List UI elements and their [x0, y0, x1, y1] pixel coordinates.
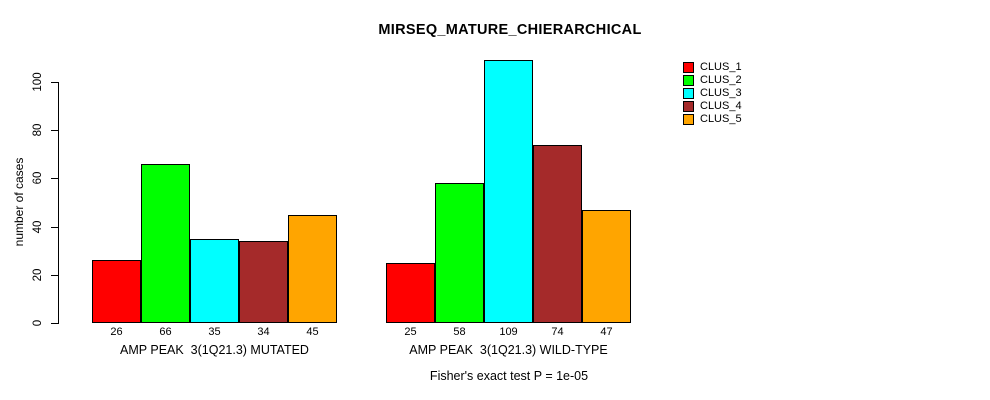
legend-swatch: [683, 88, 694, 99]
y-tick: [51, 178, 58, 179]
legend-label: CLUS_1: [700, 61, 742, 73]
group-label: AMP PEAK 3(1Q21.3) WILD-TYPE: [409, 343, 608, 357]
legend: CLUS_1 CLUS_2 CLUS_3 CLUS_4 CLUS_5: [683, 61, 742, 126]
legend-label: CLUS_5: [700, 113, 742, 125]
bar: [386, 263, 435, 323]
footnote: Fisher's exact test P = 1e-05: [429, 369, 589, 383]
legend-swatch: [683, 101, 694, 112]
legend-swatch: [683, 75, 694, 86]
y-tick: [51, 323, 58, 324]
bar-value-label: 58: [453, 326, 466, 338]
bar: [141, 164, 190, 323]
bar-value-label: 47: [600, 326, 613, 338]
bar: [92, 260, 141, 323]
chart-title: MIRSEQ_MATURE_CHIERARCHICAL: [378, 22, 642, 38]
y-tick-label: 100: [32, 72, 44, 92]
y-tick-label: 0: [32, 319, 44, 327]
bar: [582, 210, 631, 323]
legend-label: CLUS_4: [700, 100, 742, 112]
legend-item: CLUS_2: [683, 74, 742, 87]
bar-value-label: 109: [499, 326, 518, 338]
bar: [288, 215, 337, 323]
y-tick-label: 80: [32, 123, 44, 137]
bar: [239, 241, 288, 323]
bar-value-label: 34: [257, 326, 270, 338]
bar-value-label: 66: [159, 326, 172, 338]
y-tick: [51, 130, 58, 131]
y-tick-label: 40: [32, 220, 44, 234]
y-tick: [51, 275, 58, 276]
bar-value-label: 26: [110, 326, 123, 338]
legend-label: CLUS_2: [700, 74, 742, 86]
legend-item: CLUS_1: [683, 61, 742, 74]
legend-label: CLUS_3: [700, 87, 742, 99]
y-tick-label: 20: [32, 268, 44, 282]
bar: [190, 239, 239, 323]
legend-item: CLUS_5: [683, 113, 742, 126]
bar-value-label: 25: [404, 326, 417, 338]
legend-swatch: [683, 62, 694, 73]
bar: [435, 183, 484, 323]
legend-item: CLUS_3: [683, 87, 742, 100]
y-tick: [51, 227, 58, 228]
group-label: AMP PEAK 3(1Q21.3) MUTATED: [120, 343, 309, 357]
y-axis-line: [58, 82, 59, 324]
legend-item: CLUS_4: [683, 100, 742, 113]
bar-value-label: 35: [208, 326, 221, 338]
bar-value-label: 74: [551, 326, 564, 338]
legend-swatch: [683, 114, 694, 125]
y-tick: [51, 82, 58, 83]
bar: [533, 145, 582, 323]
y-axis-label: number of cases: [12, 157, 26, 247]
bar-value-label: 45: [306, 326, 319, 338]
bar: [484, 60, 533, 323]
y-tick-label: 60: [32, 171, 44, 185]
